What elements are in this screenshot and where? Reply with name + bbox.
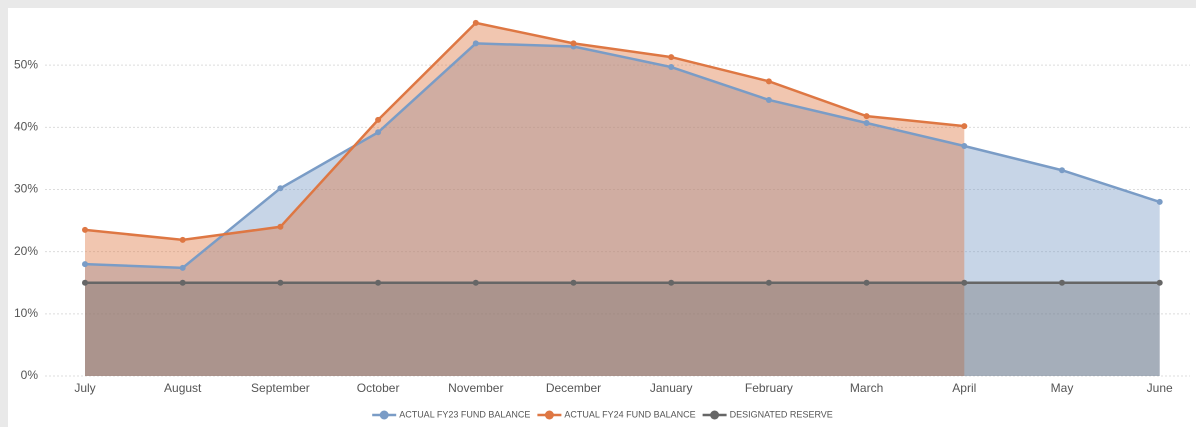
point [82, 261, 88, 268]
chart-panel [8, 8, 1196, 427]
point [375, 116, 382, 123]
point [961, 279, 968, 286]
y-tick-label: 10% [14, 306, 38, 320]
x-tick-label: February [745, 381, 793, 395]
x-tick-label: May [1051, 381, 1074, 395]
point [765, 96, 772, 103]
point [668, 64, 675, 71]
point [472, 19, 479, 26]
point [1156, 279, 1163, 286]
legend-label: DESIGNATED RESERVE [730, 409, 833, 419]
point [863, 113, 870, 120]
point [472, 279, 479, 286]
x-tick-label: September [251, 381, 310, 395]
point [179, 264, 186, 271]
areas [85, 22, 1160, 377]
legend-swatch-dot [544, 410, 554, 420]
point [961, 142, 968, 149]
point [375, 129, 382, 136]
x-tick-label: June [1147, 381, 1173, 395]
legend-swatch-dot [710, 410, 720, 420]
point [82, 226, 88, 233]
line [84, 42, 1161, 270]
point [179, 279, 186, 286]
point [863, 279, 870, 286]
point [765, 279, 772, 286]
point [277, 279, 284, 286]
point [179, 236, 186, 243]
point [668, 54, 675, 61]
line [84, 21, 965, 242]
point [668, 279, 675, 286]
grid [45, 64, 1190, 377]
point [570, 40, 577, 47]
x-tick-label: November [448, 381, 503, 395]
y-tick-label: 20% [14, 244, 38, 258]
labels: 0% 10% 20% 30% 40% 50% July August September Octo… [14, 57, 1173, 420]
point [765, 78, 772, 85]
point [570, 279, 577, 286]
y-tick-label: 30% [14, 182, 38, 196]
point [1156, 198, 1163, 205]
x-tick-label: April [952, 381, 976, 395]
x-tick-label: January [650, 381, 693, 395]
y-tick-label: 0% [21, 368, 39, 382]
point [82, 279, 88, 286]
point [375, 279, 382, 286]
area [85, 43, 1160, 377]
x-tick-label: August [164, 381, 202, 395]
x-tick-label: December [546, 381, 601, 395]
legend-swatch-dot [379, 410, 389, 420]
y-tick-label: 40% [14, 120, 38, 134]
point [1059, 167, 1065, 174]
area [85, 22, 965, 376]
legend-label: ACTUAL FY24 FUND BALANCE [564, 409, 695, 419]
point [277, 223, 284, 230]
x-tick-label: March [850, 381, 883, 395]
point [961, 123, 968, 130]
point [863, 119, 870, 126]
x-tick-label: October [357, 381, 400, 395]
legend-label: ACTUAL FY23 FUND BALANCE [399, 409, 530, 419]
point [1059, 279, 1065, 286]
point [472, 40, 479, 47]
x-tick-label: July [74, 381, 95, 395]
y-tick-label: 50% [14, 57, 38, 71]
point [277, 185, 284, 192]
area [85, 282, 1160, 376]
lines [82, 19, 1163, 286]
